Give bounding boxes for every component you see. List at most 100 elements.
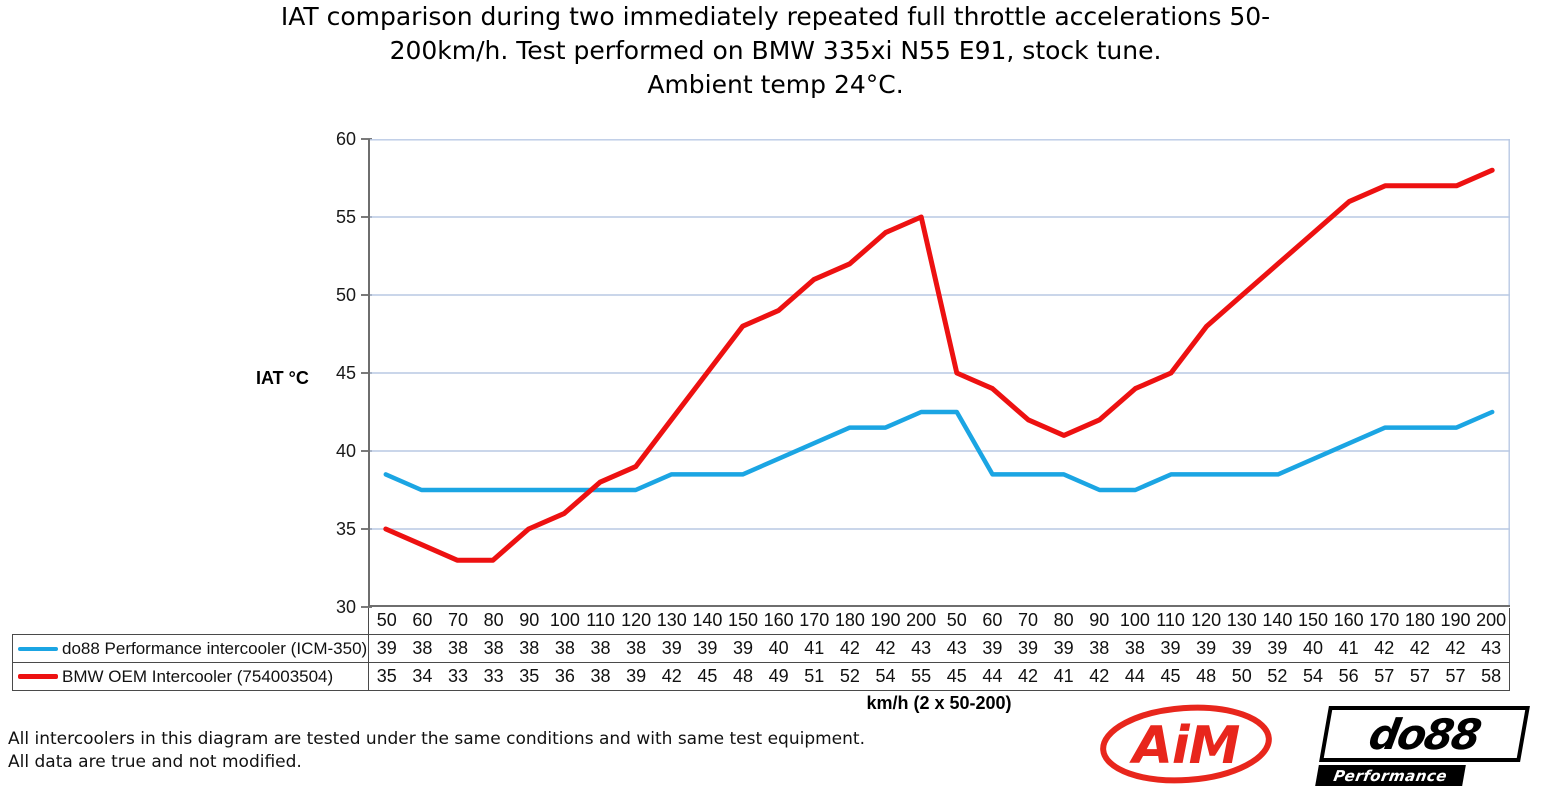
y-axis-tick <box>361 372 372 374</box>
y-axis-tick <box>361 216 372 218</box>
y-tick-label: 30 <box>335 597 356 617</box>
table-value: 57 <box>1409 666 1430 686</box>
x-axis-label: 150 <box>728 610 759 630</box>
chart-title-line-2: 200km/h. Test performed on BMW 335xi N55… <box>389 36 1162 65</box>
chart-canvas <box>368 139 1510 607</box>
y-tick-label: 45 <box>335 363 356 383</box>
chart-title-line-3: Ambient temp 24°C. <box>647 70 904 99</box>
table-value: 54 <box>875 666 896 686</box>
table-value: 41 <box>1053 666 1074 686</box>
table-value: 34 <box>412 666 433 686</box>
chart-title-line-1: IAT comparison during two immediately re… <box>280 2 1271 31</box>
y-axis-tick <box>361 606 372 608</box>
table-value: 41 <box>804 638 825 658</box>
table-value: 39 <box>1231 638 1252 658</box>
table-value: 38 <box>483 638 504 658</box>
x-axis-label: 130 <box>656 610 687 630</box>
x-axis-label: 60 <box>412 610 433 630</box>
do88-performance-banner: Performance <box>1315 765 1466 786</box>
table-value: 39 <box>1196 638 1217 658</box>
table-value: 35 <box>376 666 397 686</box>
table-row-do88-values: 39 38 38 38 38 38 38 38 39 39 39 40 41 42 42 43 43 39 39 39… <box>369 635 1509 663</box>
table-value: 38 <box>412 638 433 658</box>
x-axis-label: 80 <box>1053 610 1074 630</box>
chart-title: IAT comparison during two immediately re… <box>0 0 1551 102</box>
footer-note-line-1: All intercoolers in this diagram are tes… <box>8 729 865 749</box>
table-value: 42 <box>1089 666 1110 686</box>
x-axis-label: 90 <box>1089 610 1110 630</box>
table-value: 52 <box>839 666 860 686</box>
y-tick-label: 35 <box>335 519 356 539</box>
table-value: 57 <box>1445 666 1466 686</box>
table-value: 43 <box>1481 638 1502 658</box>
x-axis-label: 120 <box>621 610 652 630</box>
legend: do88 Performance intercooler (ICM-350) B… <box>12 634 369 691</box>
table-value: 49 <box>768 666 789 686</box>
data-table: 39 38 38 38 38 38 38 38 39 39 39 40 41 42 42 43 43 39 39 39… <box>368 634 1510 691</box>
x-axis-label: 80 <box>483 610 504 630</box>
do88-logo-text: do88 <box>1365 709 1484 759</box>
table-value: 33 <box>483 666 504 686</box>
x-axis-label: 170 <box>1369 610 1400 630</box>
aim-logo: AiM <box>1100 704 1272 784</box>
y-axis-tick <box>361 294 372 296</box>
table-value: 52 <box>1267 666 1288 686</box>
table-value: 42 <box>1445 638 1466 658</box>
y-tick-label: 55 <box>335 207 356 227</box>
x-axis-label: 150 <box>1298 610 1329 630</box>
table-value: 38 <box>554 638 575 658</box>
table-value: 39 <box>376 638 397 658</box>
x-axis-labels-row: 50 60 70 80 90 100 110 120 130 140 150 160 170 180 190… <box>368 608 1510 634</box>
x-axis-label: 140 <box>1262 610 1293 630</box>
table-value: 42 <box>661 666 682 686</box>
y-axis-tick <box>361 528 372 530</box>
table-value: 45 <box>1160 666 1181 686</box>
table-value: 38 <box>519 638 540 658</box>
legend-item-do88: do88 Performance intercooler (ICM-350) <box>13 635 368 663</box>
x-axis-label: 160 <box>763 610 794 630</box>
y-axis-tick <box>361 138 372 140</box>
table-value: 55 <box>911 666 932 686</box>
table-value: 51 <box>804 666 825 686</box>
y-tick-label: 50 <box>335 285 356 305</box>
table-value: 56 <box>1338 666 1359 686</box>
x-axis-label: 140 <box>692 610 723 630</box>
table-value: 41 <box>1338 638 1359 658</box>
table-value: 33 <box>448 666 469 686</box>
x-axis-label: 200 <box>1476 610 1507 630</box>
table-value: 57 <box>1374 666 1395 686</box>
x-axis-label: 50 <box>946 610 967 630</box>
x-axis-label: 180 <box>834 610 865 630</box>
table-value: 48 <box>733 666 754 686</box>
table-value: 39 <box>626 666 647 686</box>
table-value: 38 <box>590 666 611 686</box>
table-value: 42 <box>839 638 860 658</box>
y-tick-label: 40 <box>335 441 356 461</box>
table-value: 39 <box>982 638 1003 658</box>
table-value: 36 <box>554 666 575 686</box>
table-value: 50 <box>1231 666 1252 686</box>
table-value: 44 <box>1124 666 1145 686</box>
table-value: 38 <box>626 638 647 658</box>
x-axis-label: 90 <box>519 610 540 630</box>
table-value: 42 <box>1374 638 1395 658</box>
table-value: 42 <box>875 638 896 658</box>
do88-logo: do88 <box>1319 706 1530 762</box>
table-value: 39 <box>733 638 754 658</box>
x-axis-label: 160 <box>1333 610 1364 630</box>
x-axis-label: 200 <box>906 610 937 630</box>
x-axis-label: 60 <box>982 610 1003 630</box>
x-axis-label: 110 <box>1156 610 1185 630</box>
footer-note: All intercoolers in this diagram are tes… <box>8 728 865 774</box>
x-axis-label: 70 <box>448 610 469 630</box>
legend-key-red-line <box>18 674 58 679</box>
y-axis-tick <box>361 450 372 452</box>
x-axis-label: 70 <box>1018 610 1039 630</box>
table-value: 45 <box>697 666 718 686</box>
table-value: 38 <box>590 638 611 658</box>
table-value: 39 <box>697 638 718 658</box>
x-axis-label: 190 <box>1440 610 1471 630</box>
y-axis-title: IAT °C <box>256 368 309 388</box>
table-value: 54 <box>1303 666 1324 686</box>
table-value: 43 <box>946 638 967 658</box>
